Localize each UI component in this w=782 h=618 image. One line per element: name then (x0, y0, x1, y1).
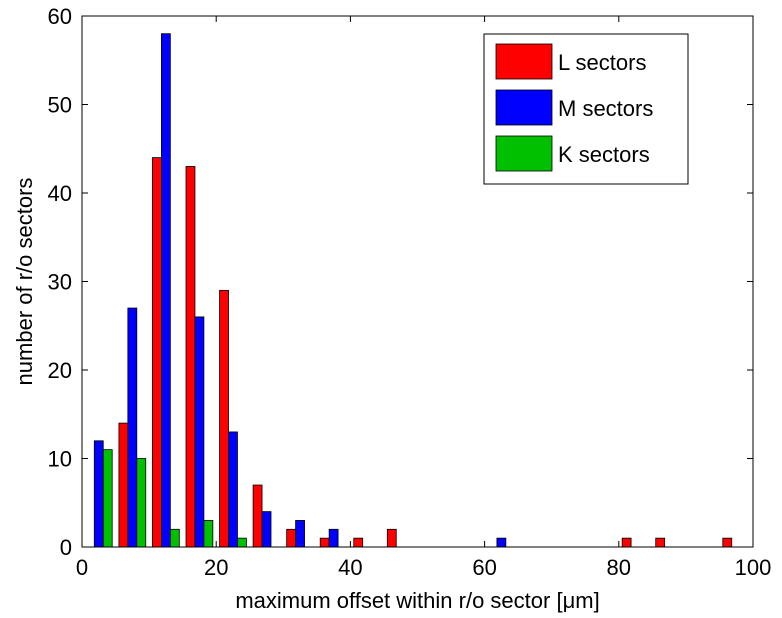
bar-l-7 (319, 537, 330, 548)
legend-label-m: M sectors (558, 96, 653, 121)
legend-swatch-k (495, 135, 553, 172)
x-tick-label-5: 100 (735, 555, 772, 580)
x-axis-title: maximum offset within r/o sector [μm] (235, 588, 599, 613)
legend-swatch-m (495, 89, 553, 126)
bar-l-4 (219, 289, 229, 548)
legend: L sectors M sectors K sectors (483, 33, 689, 185)
bar-m-7 (328, 528, 339, 548)
bar-l-5 (252, 484, 263, 548)
bar-l-17 (655, 537, 666, 548)
bar-k-3 (203, 520, 214, 548)
bar-m-5 (261, 511, 272, 548)
x-tick-label-1: 20 (204, 555, 228, 580)
x-tick-label-3: 60 (472, 555, 496, 580)
bar-k-0 (102, 449, 113, 548)
bar-m-2 (160, 33, 171, 548)
bar-k-1 (136, 458, 147, 548)
bar-l-16 (621, 537, 632, 548)
y-tick-label-4: 40 (48, 181, 72, 206)
bar-l-1 (118, 422, 129, 548)
y-tick-label-5: 50 (48, 93, 72, 118)
y-tick-label-1: 10 (48, 447, 72, 472)
bar-l-2 (152, 157, 162, 548)
x-tick-label-0: 0 (76, 555, 88, 580)
bar-k-4 (237, 537, 247, 548)
y-tick-label-3: 30 (48, 270, 72, 295)
legend-label-k: K sectors (558, 142, 650, 167)
bar-k-2 (169, 528, 180, 548)
y-tick-label-0: 0 (60, 535, 72, 560)
bar-m-3 (194, 316, 205, 548)
bar-m-0 (93, 440, 104, 548)
axis-ticks-group: 0 20 40 60 80 100 0 10 20 30 40 50 60 (48, 4, 772, 580)
bar-m-4 (228, 431, 238, 548)
x-tick-label-2: 40 (338, 555, 362, 580)
bar-l-6 (286, 528, 296, 548)
y-axis-title: number of r/o sectors (12, 178, 37, 386)
bars-group (93, 33, 733, 548)
y-tick-label-2: 20 (48, 358, 72, 383)
bar-m-12 (496, 537, 507, 548)
legend-swatch-l (495, 43, 553, 80)
bar-m-6 (295, 520, 305, 548)
x-tick-label-4: 80 (607, 555, 631, 580)
y-tick-label-6: 60 (48, 4, 72, 29)
bar-m-1 (127, 307, 138, 548)
bar-l-3 (185, 166, 196, 548)
legend-label-l: L sectors (558, 50, 646, 75)
bar-l-9 (386, 528, 397, 548)
bar-l-19 (722, 537, 733, 548)
bar-l-8 (353, 537, 364, 548)
